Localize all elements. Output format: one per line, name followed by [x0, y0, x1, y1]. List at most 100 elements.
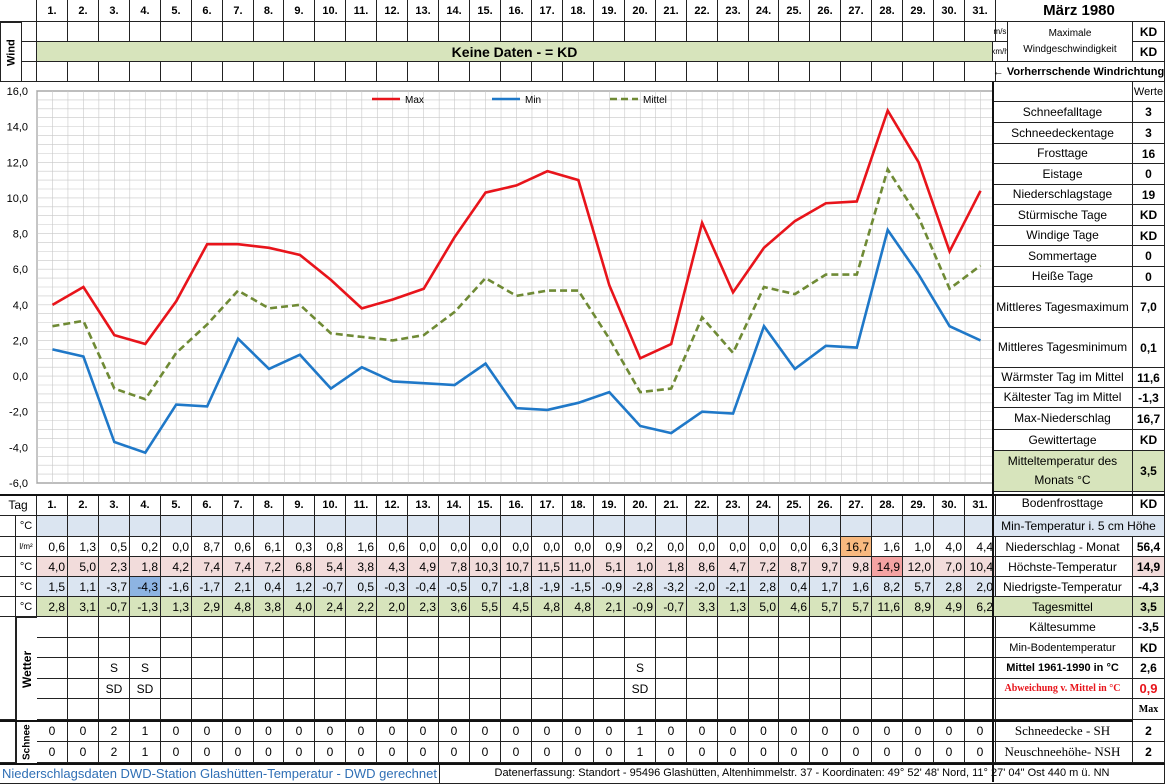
sh-cell: 0	[656, 720, 687, 742]
no-data-banner: Keine Daten - = KD	[37, 42, 993, 62]
wetter-cell	[284, 617, 315, 638]
wetter-cell	[130, 617, 161, 638]
day-header: 3.	[99, 494, 130, 516]
wetter-cell	[594, 699, 625, 720]
wetter-label: Wetter	[16, 617, 37, 720]
precip-cell: 4,4	[965, 537, 996, 557]
day-header: 21.	[656, 494, 687, 516]
sh-cell: 0	[37, 720, 68, 742]
wetter-cell	[346, 617, 377, 638]
wind-cell	[594, 62, 625, 82]
day-header: 19.	[594, 0, 625, 22]
wetter-cell	[532, 679, 563, 699]
wetter-cell	[903, 658, 934, 679]
precip-label: Niederschlag - Monat	[993, 537, 1133, 557]
wind-cell	[68, 62, 99, 82]
wetter-cell	[377, 658, 408, 679]
min5cm-cell	[810, 516, 841, 537]
max-cell: 12,0	[903, 557, 934, 577]
min-cell: 1,7	[810, 577, 841, 597]
stat-label: Mittleres Tagesmaximum	[993, 287, 1133, 328]
wind-cell	[810, 62, 841, 82]
stat-value: 11,6	[1133, 368, 1165, 388]
stat-label: Heiße Tage	[993, 267, 1133, 287]
stat-label: Wärmster Tag im Mittel	[993, 368, 1133, 388]
divider	[0, 494, 1165, 496]
wetter-cell	[563, 679, 594, 699]
mean-cell: -0,7	[656, 597, 687, 617]
sh-cell: 0	[284, 720, 315, 742]
precip-cell: 6,1	[254, 537, 284, 557]
min5cm-cell	[161, 516, 192, 537]
max-cell: 7,4	[192, 557, 223, 577]
wetter-cell	[810, 658, 841, 679]
wetter-cell	[594, 658, 625, 679]
max-wind-label: Maximale Windgeschwindigkeit	[1008, 22, 1133, 62]
mean-cell: 5,7	[841, 597, 872, 617]
wetter-cell	[749, 617, 779, 638]
min5cm-cell	[284, 516, 315, 537]
precip-cell: 0,2	[130, 537, 161, 557]
day-header: 7.	[223, 0, 254, 22]
min-cell: 1,6	[841, 577, 872, 597]
wetter-cell	[223, 699, 254, 720]
day-header: 28.	[872, 0, 903, 22]
footer-location: Datenerfassung: Standort - 95496 Glashüt…	[440, 763, 1165, 784]
wetter-cell	[439, 699, 470, 720]
wetter-cell	[532, 617, 563, 638]
wetter-cell	[161, 638, 192, 658]
max-cell: 5,4	[315, 557, 346, 577]
wetter-cell	[254, 658, 284, 679]
precip-cell: 0,0	[408, 537, 439, 557]
day-header: 1.	[37, 494, 68, 516]
sh-cell: 0	[439, 720, 470, 742]
wind-cell	[718, 22, 749, 42]
wetter-cell	[625, 638, 656, 658]
y-tick-label: 10,0	[7, 193, 28, 205]
min5cm-cell	[346, 516, 377, 537]
day-header: 23.	[718, 494, 749, 516]
wind-cell	[130, 62, 161, 82]
legend-label: Mittel	[643, 95, 667, 106]
stat-value: 3	[1133, 123, 1165, 144]
wetter-cell	[810, 699, 841, 720]
wind-cell	[965, 22, 996, 42]
min5cm-label: Min-Temperatur i. 5 cm Höhe	[993, 516, 1165, 537]
wetter-cell	[563, 638, 594, 658]
y-tick-label: -4,0	[9, 442, 28, 454]
wind-cell	[223, 62, 254, 82]
day-header: 16.	[501, 0, 532, 22]
day-header: 13.	[408, 494, 439, 516]
day-header: 10.	[315, 0, 346, 22]
day-header: 21.	[656, 0, 687, 22]
day-header: 17.	[532, 494, 563, 516]
sh-cell: 0	[315, 720, 346, 742]
sh-cell: 0	[934, 720, 965, 742]
nsh-cell: 0	[346, 742, 377, 763]
wetter-cell	[254, 617, 284, 638]
min-cell: -1,9	[532, 577, 563, 597]
min5cm-cell	[377, 516, 408, 537]
day-header: 11.	[346, 494, 377, 516]
stat-label: Gewittertage	[993, 430, 1133, 451]
temperature-chart: 16,0 14,0 12,0 10,0 8,0 6,0 4,0 2,0 0,0 -2,0 -4,0 -…	[7, 86, 993, 490]
day-header: 29.	[903, 494, 934, 516]
wetter-cell	[965, 617, 996, 638]
day-header: 25.	[779, 494, 810, 516]
min-cell: 1,2	[284, 577, 315, 597]
min5cm-cell	[130, 516, 161, 537]
blank	[0, 720, 16, 763]
min5cm-cell	[625, 516, 656, 537]
min5cm-cell	[563, 516, 594, 537]
wind-cell	[841, 22, 872, 42]
precip-cell: 0,0	[501, 537, 532, 557]
day-header: 22.	[687, 494, 718, 516]
wind-cell	[841, 62, 872, 82]
y-tick-label: 2,0	[13, 335, 28, 347]
min-cell: -3,2	[656, 577, 687, 597]
wetter-cell	[254, 699, 284, 720]
mean-cell: 2,8	[37, 597, 68, 617]
y-tick-label: 4,0	[13, 300, 28, 312]
max-cell: 4,3	[377, 557, 408, 577]
precip-cell: 8,7	[192, 537, 223, 557]
